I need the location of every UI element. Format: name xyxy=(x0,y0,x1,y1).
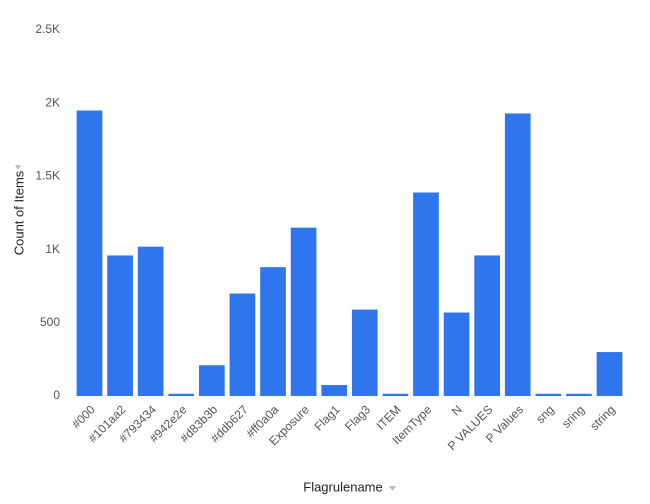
bar xyxy=(199,365,225,396)
bar xyxy=(382,393,409,396)
bar xyxy=(290,227,317,396)
bar xyxy=(76,110,103,397)
bar xyxy=(566,393,592,396)
x-tick-label: N xyxy=(449,402,465,418)
y-tick-label: 2.5K xyxy=(35,22,60,36)
y-tick-label: 2K xyxy=(45,95,60,109)
x-tick-label: Flag1 xyxy=(311,402,342,433)
y-axis-title: Count of Items xyxy=(11,170,26,255)
bar xyxy=(535,393,562,396)
x-tick-label: sng xyxy=(533,402,557,426)
y-tick-label: 1K xyxy=(45,242,60,256)
bar xyxy=(137,246,164,396)
y-title-dropdown[interactable] xyxy=(15,165,21,170)
y-tick-label: 500 xyxy=(40,315,60,329)
bar xyxy=(168,393,195,396)
bar xyxy=(321,385,348,396)
x-axis-title: Flagrulename xyxy=(303,479,383,494)
x-title-dropdown[interactable] xyxy=(389,486,396,491)
bar xyxy=(474,255,500,396)
y-tick-label: 0 xyxy=(53,388,60,402)
bar xyxy=(107,255,133,396)
bar xyxy=(351,309,378,396)
x-tick-label: string xyxy=(587,402,618,433)
bar xyxy=(413,192,439,396)
bar xyxy=(260,267,286,396)
x-tick-label: Flag3 xyxy=(342,402,373,433)
bar xyxy=(229,293,256,396)
bar xyxy=(443,312,470,396)
bar xyxy=(596,352,623,396)
bar xyxy=(504,113,531,396)
y-tick-label: 1.5K xyxy=(35,169,60,183)
x-tick-label: sring xyxy=(559,402,587,430)
